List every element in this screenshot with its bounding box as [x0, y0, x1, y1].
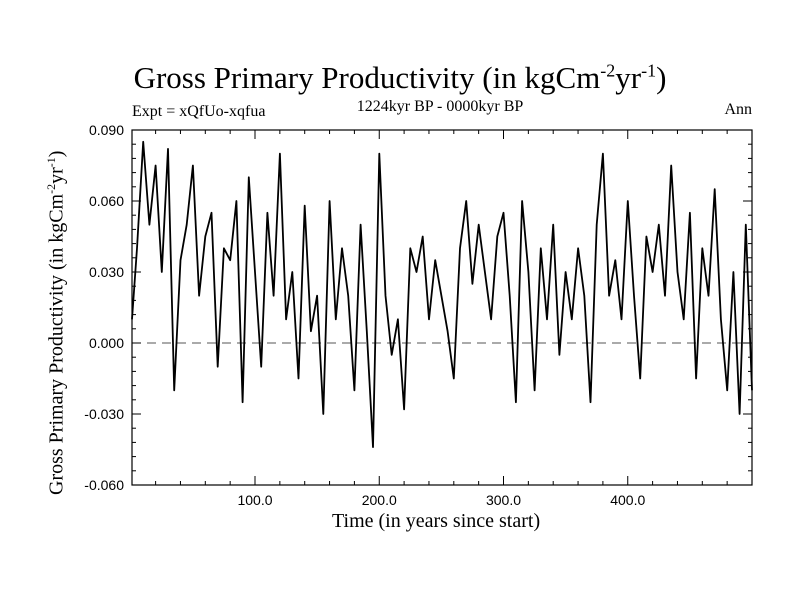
y-axis-label-mid: yr: [45, 167, 68, 184]
x-tick-label: 400.0: [610, 492, 645, 508]
x-axis-label: Time (in years since start): [332, 510, 541, 532]
chart-title: Gross Primary Productivity (in kgCm-2yr-…: [0, 60, 800, 96]
y-axis-label: Gross Primary Productivity (in kgCm-2yr-…: [44, 151, 69, 495]
experiment-label: Expt = xQfUo-xqfua: [132, 103, 266, 120]
y-tick-label: 0.030: [89, 264, 124, 280]
x-tick-label: 100.0: [237, 492, 272, 508]
x-tick-label: 200.0: [362, 492, 397, 508]
y-axis-label-sup1: -2: [44, 183, 58, 194]
chart-title-sup2: -1: [641, 60, 657, 81]
plot-frame: [131, 129, 753, 486]
y-axis-label-end: ): [45, 150, 68, 158]
y-axis-label-main: Gross Primary Productivity (in kgCm: [45, 193, 68, 495]
y-tick-label: -0.030: [84, 406, 124, 422]
y-tick-label: -0.060: [84, 477, 124, 493]
y-axis-label-sup2: -1: [44, 157, 58, 168]
x-tick-label: 300.0: [486, 492, 521, 508]
season-label: Ann: [724, 101, 752, 118]
chart-title-mid: yr: [615, 60, 642, 95]
y-tick-label: 0.000: [89, 335, 124, 351]
y-tick-label: 0.090: [89, 122, 124, 138]
y-tick-label: 0.060: [89, 193, 124, 209]
period-label: 1224kyr BP - 0000kyr BP: [356, 98, 524, 115]
chart-title-main: Gross Primary Productivity (in kgCm: [133, 60, 601, 95]
series-line: [131, 140, 753, 449]
chart-title-end: ): [656, 60, 667, 95]
chart-title-sup1: -2: [600, 60, 616, 81]
